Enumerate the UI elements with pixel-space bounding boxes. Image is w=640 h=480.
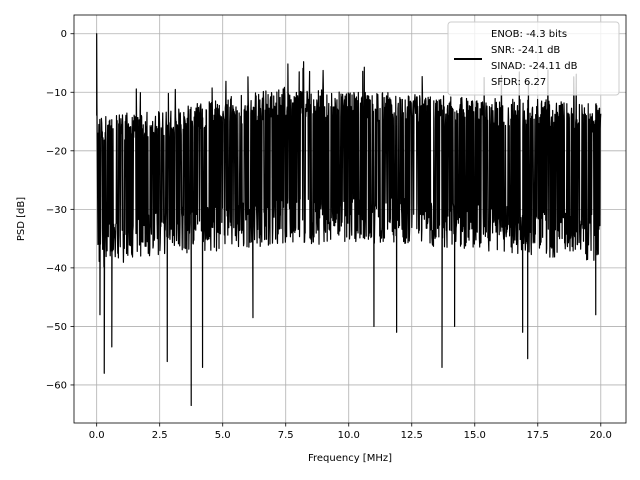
x-tick-label: 5.0	[215, 430, 231, 441]
x-tick-label: 10.0	[338, 430, 360, 441]
legend: ENOB: -4.3 bits SNR: -24.1 dB SINAD: -24…	[447, 21, 620, 96]
y-axis-label: PSD [dB]	[16, 197, 27, 241]
legend-sinad: SINAD: -24.11 dB	[491, 61, 578, 72]
x-tick-label: 17.5	[527, 430, 549, 441]
x-tick-label: 12.5	[401, 430, 423, 441]
psd-series-line	[96, 33, 602, 407]
y-tick-label: 0	[61, 29, 67, 40]
x-tick-label: 20.0	[590, 430, 612, 441]
x-tick-label: 0.0	[89, 430, 105, 441]
x-axis-label: Frequency [MHz]	[308, 453, 392, 464]
legend-box	[447, 21, 620, 96]
y-tick-label: −50	[46, 322, 67, 333]
y-tick-label: −30	[46, 205, 67, 216]
x-tick-label: 2.5	[152, 430, 168, 441]
y-axis-ticks: 0 −10 −20 −30 −40 −50 −60	[46, 29, 74, 391]
axes-frame	[73, 14, 627, 424]
y-tick-label: −10	[46, 88, 67, 99]
legend-snr: SNR: -24.1 dB	[491, 45, 560, 56]
x-tick-label: 7.5	[278, 430, 294, 441]
legend-sfdr: SFDR: 6.27	[491, 77, 546, 88]
series-group	[96, 33, 602, 407]
x-tick-label: 15.0	[464, 430, 486, 441]
y-tick-label: −40	[46, 263, 67, 274]
x-axis-ticks: 0.0 2.5 5.0 7.5 10.0 12.5 15.0 17.5 20.0	[89, 423, 612, 441]
legend-enob: ENOB: -4.3 bits	[491, 29, 567, 40]
y-tick-label: −60	[46, 380, 67, 391]
y-tick-label: −20	[46, 146, 67, 157]
